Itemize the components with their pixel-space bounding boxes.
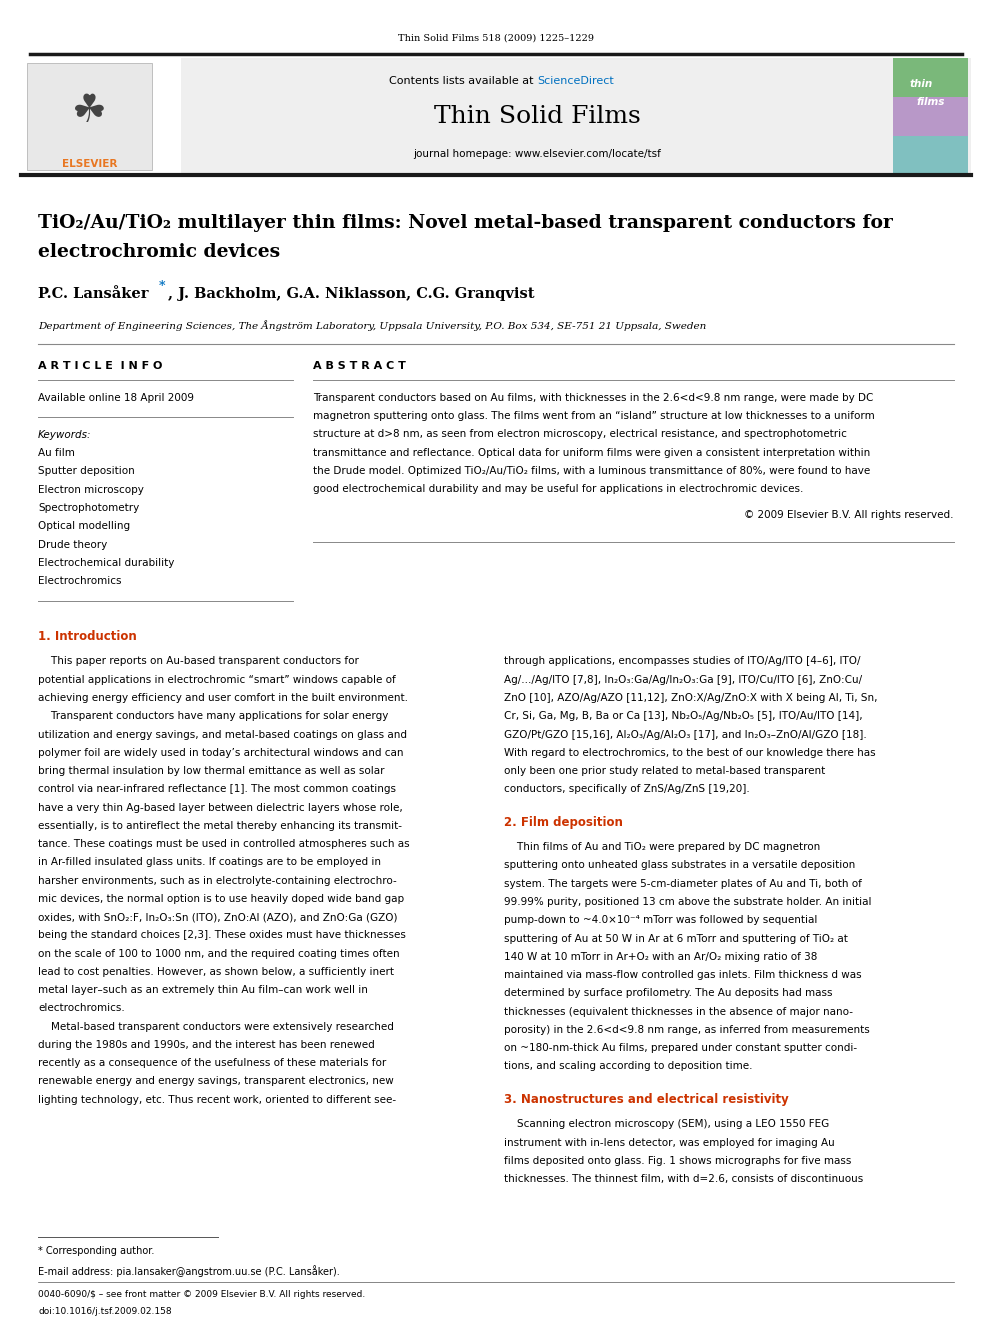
Text: harsher environments, such as in electrolyte-containing electrochro-: harsher environments, such as in electro… [38,876,397,885]
Text: lighting technology, etc. Thus recent work, oriented to different see-: lighting technology, etc. Thus recent wo… [38,1094,396,1105]
Text: E-mail address: pia.lansaker@angstrom.uu.se (P.C. Lansåker).: E-mail address: pia.lansaker@angstrom.uu… [38,1265,339,1277]
Text: TiO₂/Au/TiO₂ multilayer thin films: Novel metal-based transparent conductors for: TiO₂/Au/TiO₂ multilayer thin films: Nove… [38,214,893,233]
Text: journal homepage: www.elsevier.com/locate/tsf: journal homepage: www.elsevier.com/locat… [413,148,661,159]
Text: ☘: ☘ [72,91,107,130]
Text: in Ar-filled insulated glass units. If coatings are to be employed in: in Ar-filled insulated glass units. If c… [38,857,381,868]
Text: recently as a consequence of the usefulness of these materials for: recently as a consequence of the usefuln… [38,1058,386,1068]
Text: Electrochemical durability: Electrochemical durability [38,558,175,568]
Text: on the scale of 100 to 1000 nm, and the required coating times often: on the scale of 100 to 1000 nm, and the … [38,949,400,959]
Text: ELSEVIER: ELSEVIER [62,159,117,168]
Text: * Corresponding author.: * Corresponding author. [38,1246,155,1257]
Text: 3. Nanostructures and electrical resistivity: 3. Nanostructures and electrical resisti… [504,1093,789,1106]
Text: conductors, specifically of ZnS/Ag/ZnS [19,20].: conductors, specifically of ZnS/Ag/ZnS [… [504,785,750,794]
Text: Keywords:: Keywords: [38,430,91,441]
Text: A B S T R A C T: A B S T R A C T [313,361,406,372]
Text: polymer foil are widely used in today’s architectural windows and can: polymer foil are widely used in today’s … [38,747,404,758]
Text: only been one prior study related to metal-based transparent: only been one prior study related to met… [504,766,825,777]
Text: renewable energy and energy savings, transparent electronics, new: renewable energy and energy savings, tra… [38,1077,394,1086]
Text: Sputter deposition: Sputter deposition [38,467,135,476]
Text: Electrochromics: Electrochromics [38,576,121,586]
Text: © 2009 Elsevier B.V. All rights reserved.: © 2009 Elsevier B.V. All rights reserved… [745,511,954,520]
Text: 1. Introduction: 1. Introduction [38,630,137,643]
Text: Thin Solid Films: Thin Solid Films [434,105,641,128]
Text: pump-down to ~4.0×10⁻⁴ mTorr was followed by sequential: pump-down to ~4.0×10⁻⁴ mTorr was followe… [504,916,817,925]
Text: Transparent conductors have many applications for solar energy: Transparent conductors have many applica… [38,712,389,721]
Text: ScienceDirect: ScienceDirect [537,77,614,86]
Text: utilization and energy savings, and metal-based coatings on glass and: utilization and energy savings, and meta… [38,729,407,740]
Text: 99.99% purity, positioned 13 cm above the substrate holder. An initial: 99.99% purity, positioned 13 cm above th… [504,897,872,908]
Text: films deposited onto glass. Fig. 1 shows micrographs for five mass: films deposited onto glass. Fig. 1 shows… [504,1156,851,1166]
Text: porosity) in the 2.6<d<9.8 nm range, as inferred from measurements: porosity) in the 2.6<d<9.8 nm range, as … [504,1025,870,1035]
Text: *: * [159,280,165,294]
Text: Metal-based transparent conductors were extensively researched: Metal-based transparent conductors were … [38,1021,394,1032]
Text: structure at d>8 nm, as seen from electron microscopy, electrical resistance, an: structure at d>8 nm, as seen from electr… [313,430,847,439]
Text: being the standard choices [2,3]. These oxides must have thicknesses: being the standard choices [2,3]. These … [38,930,406,941]
Bar [21,58,971,175]
Text: Thin films of Au and TiO₂ were prepared by DC magnetron: Thin films of Au and TiO₂ were prepared … [504,843,820,852]
Text: sputtering of Au at 50 W in Ar at 6 mTorr and sputtering of TiO₂ at: sputtering of Au at 50 W in Ar at 6 mTor… [504,934,848,943]
Text: electrochromic devices: electrochromic devices [38,243,280,262]
Text: oxides, with SnO₂:F, In₂O₃:Sn (ITO), ZnO:Al (AZO), and ZnO:Ga (GZO): oxides, with SnO₂:F, In₂O₃:Sn (ITO), ZnO… [38,912,398,922]
Bar [27,64,152,169]
Text: bring thermal insulation by low thermal emittance as well as solar: bring thermal insulation by low thermal … [38,766,385,777]
Text: 2. Film deposition: 2. Film deposition [504,816,623,828]
Text: This paper reports on Au-based transparent conductors for: This paper reports on Au-based transpare… [38,656,359,667]
Text: ZnO [10], AZO/Ag/AZO [11,12], ZnO:X/Ag/ZnO:X with X being Al, Ti, Sn,: ZnO [10], AZO/Ag/AZO [11,12], ZnO:X/Ag/Z… [504,693,878,703]
Bar [893,97,968,136]
Text: have a very thin Ag-based layer between dielectric layers whose role,: have a very thin Ag-based layer between … [38,803,403,812]
Text: A R T I C L E  I N F O: A R T I C L E I N F O [38,361,163,372]
Text: tions, and scaling according to deposition time.: tions, and scaling according to depositi… [504,1061,753,1072]
Text: electrochromics.: electrochromics. [38,1003,125,1013]
Text: good electrochemical durability and may be useful for applications in electrochr: good electrochemical durability and may … [313,484,804,495]
Text: lead to cost penalties. However, as shown below, a sufficiently inert: lead to cost penalties. However, as show… [38,967,394,976]
Text: Department of Engineering Sciences, The Ångström Laboratory, Uppsala University,: Department of Engineering Sciences, The … [38,320,706,331]
Text: maintained via mass-flow controlled gas inlets. Film thickness d was: maintained via mass-flow controlled gas … [504,970,862,980]
Text: With regard to electrochromics, to the best of our knowledge there has: With regard to electrochromics, to the b… [504,747,876,758]
Bar [893,58,968,97]
Text: metal layer–such as an extremely thin Au film–can work well in: metal layer–such as an extremely thin Au… [38,986,368,995]
Text: doi:10.1016/j.tsf.2009.02.158: doi:10.1016/j.tsf.2009.02.158 [38,1307,172,1316]
Text: essentially, is to antireflect the metal thereby enhancing its transmit-: essentially, is to antireflect the metal… [38,820,402,831]
Text: system. The targets were 5-cm-diameter plates of Au and Ti, both of: system. The targets were 5-cm-diameter p… [504,878,862,889]
Bar [21,58,181,175]
Text: Ag/.../Ag/ITO [7,8], In₂O₃:Ga/Ag/In₂O₃:Ga [9], ITO/Cu/ITO [6], ZnO:Cu/: Ag/.../Ag/ITO [7,8], In₂O₃:Ga/Ag/In₂O₃:G… [504,675,862,685]
Text: through applications, encompasses studies of ITO/Ag/ITO [4–6], ITO/: through applications, encompasses studie… [504,656,860,667]
Text: Available online 18 April 2009: Available online 18 April 2009 [38,393,194,404]
Text: GZO/Pt/GZO [15,16], Al₂O₃/Ag/Al₂O₃ [17], and In₂O₃–ZnO/Al/GZO [18].: GZO/Pt/GZO [15,16], Al₂O₃/Ag/Al₂O₃ [17],… [504,729,867,740]
Text: Transparent conductors based on Au films, with thicknesses in the 2.6<d<9.8 nm r: Transparent conductors based on Au films… [313,393,873,404]
Text: potential applications in electrochromic “smart” windows capable of: potential applications in electrochromic… [38,675,396,685]
Text: during the 1980s and 1990s, and the interest has been renewed: during the 1980s and 1990s, and the inte… [38,1040,375,1050]
Text: films: films [917,98,944,107]
Text: Thin Solid Films 518 (2009) 1225–1229: Thin Solid Films 518 (2009) 1225–1229 [398,33,594,42]
Text: tance. These coatings must be used in controlled atmospheres such as: tance. These coatings must be used in co… [38,839,410,849]
Text: P.C. Lansåker: P.C. Lansåker [38,287,149,302]
Text: Optical modelling: Optical modelling [38,521,130,532]
Text: magnetron sputtering onto glass. The films went from an “island” structure at lo: magnetron sputtering onto glass. The fil… [313,411,875,421]
Text: 140 W at 10 mTorr in Ar+O₂ with an Ar/O₂ mixing ratio of 38: 140 W at 10 mTorr in Ar+O₂ with an Ar/O₂… [504,951,817,962]
Text: Scanning electron microscopy (SEM), using a LEO 1550 FEG: Scanning electron microscopy (SEM), usin… [504,1119,829,1130]
Text: 0040-6090/$ – see front matter © 2009 Elsevier B.V. All rights reserved.: 0040-6090/$ – see front matter © 2009 El… [38,1290,365,1299]
Text: Cr, Si, Ga, Mg, B, Ba or Ca [13], Nb₂O₅/Ag/Nb₂O₅ [5], ITO/Au/ITO [14],: Cr, Si, Ga, Mg, B, Ba or Ca [13], Nb₂O₅/… [504,712,863,721]
Text: Electron microscopy: Electron microscopy [38,484,144,495]
Text: Au film: Au film [38,448,74,458]
Text: the Drude model. Optimized TiO₂/Au/TiO₂ films, with a luminous transmittance of : the Drude model. Optimized TiO₂/Au/TiO₂ … [313,466,870,476]
Text: sputtering onto unheated glass substrates in a versatile deposition: sputtering onto unheated glass substrate… [504,860,855,871]
Text: achieving energy efficiency and user comfort in the built environment.: achieving energy efficiency and user com… [38,693,408,703]
Text: mic devices, the normal option is to use heavily doped wide band gap: mic devices, the normal option is to use… [38,894,404,904]
Text: determined by surface profilometry. The Au deposits had mass: determined by surface profilometry. The … [504,988,832,999]
Text: Drude theory: Drude theory [38,540,107,549]
Bar [893,136,968,175]
Text: thin: thin [910,79,933,89]
Text: , J. Backholm, G.A. Niklasson, C.G. Granqvist: , J. Backholm, G.A. Niklasson, C.G. Gran… [168,287,535,302]
Text: on ~180-nm-thick Au films, prepared under constant sputter condi-: on ~180-nm-thick Au films, prepared unde… [504,1043,857,1053]
Text: control via near-infrared reflectance [1]. The most common coatings: control via near-infrared reflectance [1… [38,785,396,794]
Text: Spectrophotometry: Spectrophotometry [38,503,139,513]
Text: thicknesses. The thinnest film, with d=2.6, consists of discontinuous: thicknesses. The thinnest film, with d=2… [504,1174,863,1184]
Text: instrument with in-lens detector, was employed for imaging Au: instrument with in-lens detector, was em… [504,1138,834,1147]
Text: thicknesses (equivalent thicknesses in the absence of major nano-: thicknesses (equivalent thicknesses in t… [504,1007,853,1016]
Text: Contents lists available at: Contents lists available at [389,77,537,86]
Text: transmittance and reflectance. Optical data for uniform films were given a consi: transmittance and reflectance. Optical d… [313,447,870,458]
